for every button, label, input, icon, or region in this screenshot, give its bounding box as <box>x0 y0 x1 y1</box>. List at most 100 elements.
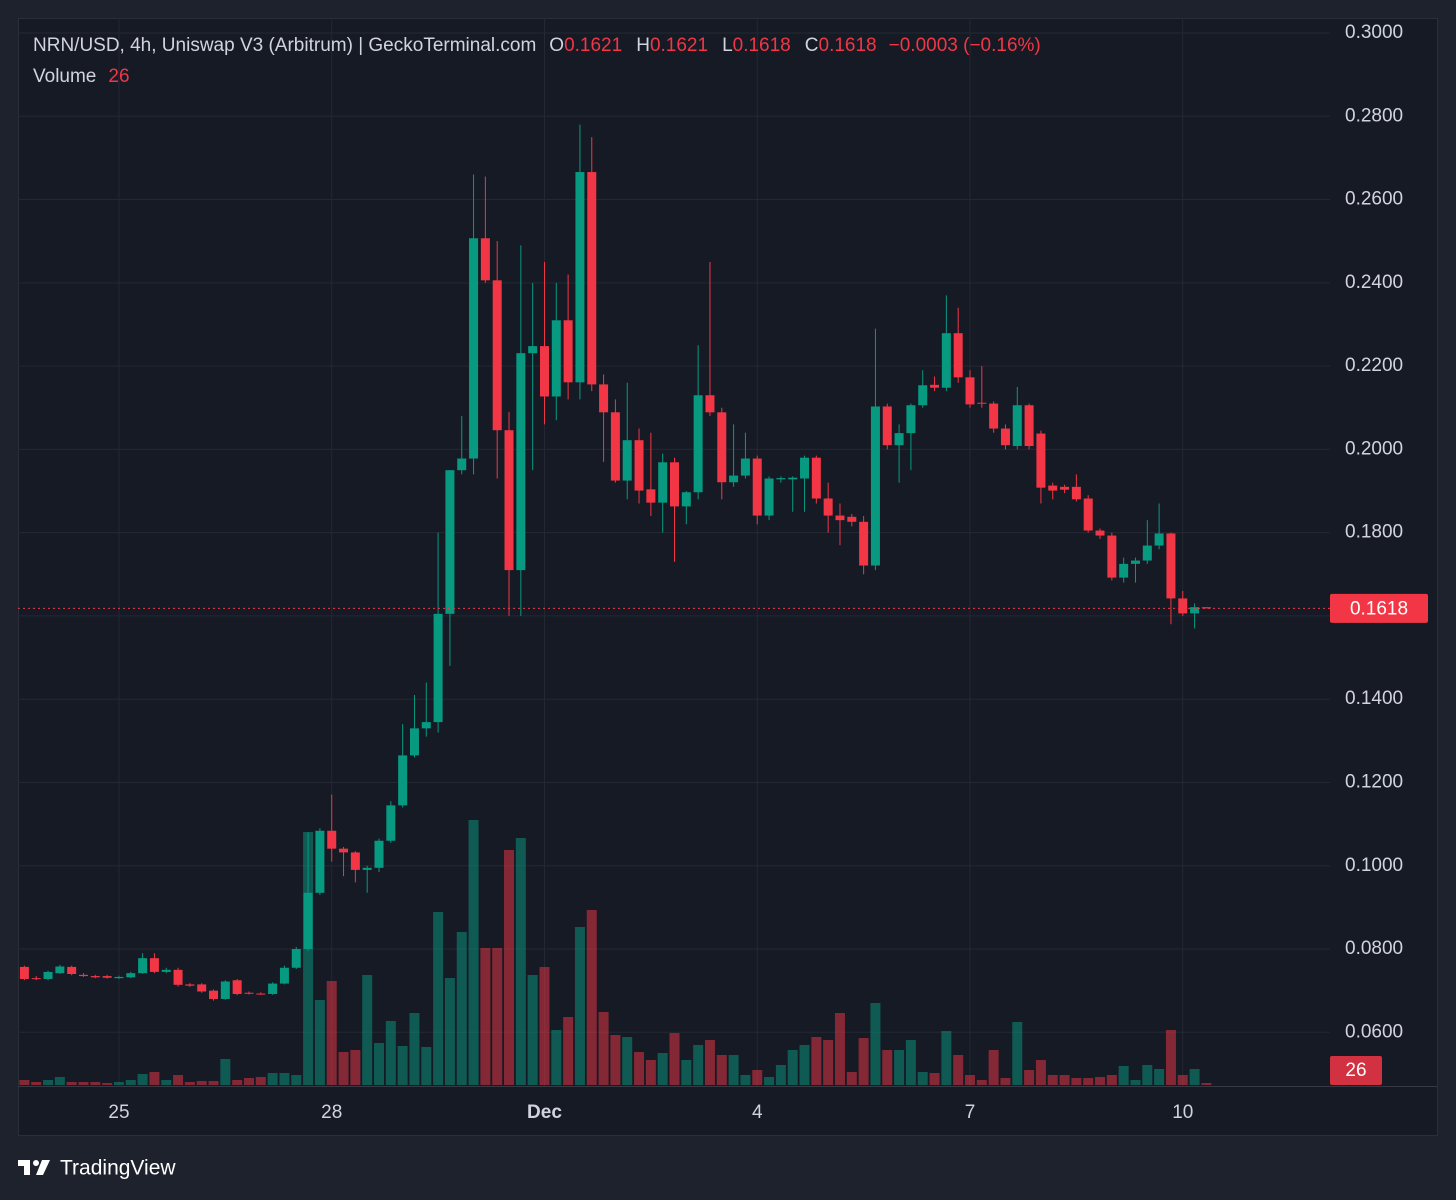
candle-body <box>339 848 349 853</box>
y-tick-label: 0.1800 <box>1345 522 1403 543</box>
candle-body <box>941 333 951 388</box>
candle-body <box>1024 405 1034 447</box>
candle-body <box>291 949 301 968</box>
candle-body <box>717 412 727 483</box>
candle-body <box>55 966 65 974</box>
candle-body <box>1190 607 1200 614</box>
x-tick-label: Dec <box>527 1102 562 1123</box>
y-tick-label: 0.2000 <box>1345 438 1403 459</box>
volume-bar <box>66 1082 77 1085</box>
candle-body <box>1130 560 1140 564</box>
volume-bar <box>196 1081 207 1085</box>
candle-body <box>587 172 597 385</box>
candle-body <box>634 440 644 491</box>
price-tag <box>1330 593 1428 623</box>
legend-label: C <box>805 35 819 56</box>
volume-bar <box>409 1013 420 1085</box>
logo <box>18 1160 50 1175</box>
volume-legend-label: Volume <box>33 66 96 87</box>
candle-body <box>539 346 549 397</box>
volume-tag-label: 26 <box>1345 1060 1366 1081</box>
volume-bar <box>657 1053 668 1085</box>
volume-bar <box>976 1080 987 1085</box>
candle-body <box>492 280 502 431</box>
candle-body <box>646 489 656 503</box>
candle-body <box>1012 405 1022 447</box>
volume-bar <box>1106 1075 1117 1085</box>
volume-bar <box>1189 1069 1200 1085</box>
volume-bar <box>314 1000 325 1085</box>
volume-bar <box>539 967 550 1085</box>
candle-body <box>303 892 313 950</box>
candle-body <box>953 333 963 378</box>
candle-body <box>279 967 289 984</box>
volume-bar <box>385 1021 396 1085</box>
volume-bar <box>811 1037 822 1085</box>
volume-bar <box>1083 1078 1094 1085</box>
candle-body <box>102 976 112 978</box>
y-tick-label: 0.2200 <box>1345 355 1403 376</box>
candle-body <box>421 722 431 729</box>
volume-bar <box>622 1037 633 1085</box>
volume-bar <box>267 1073 278 1085</box>
candle-body <box>610 412 620 481</box>
volume-bar <box>858 1038 869 1085</box>
candle-body <box>788 477 798 480</box>
volume-bar <box>704 1040 715 1085</box>
candle-body <box>882 406 892 446</box>
candle-body <box>445 470 455 614</box>
candle-body <box>409 728 419 756</box>
volume-bar <box>468 820 479 1085</box>
volume-bar <box>941 1031 952 1085</box>
volume-bar <box>1118 1066 1129 1085</box>
candle-body <box>504 430 514 571</box>
candle-body <box>90 976 100 978</box>
candle-body <box>126 973 136 978</box>
candle-body <box>658 462 668 503</box>
volume-bar <box>953 1055 964 1085</box>
candle-body <box>457 458 467 471</box>
candle-body <box>1095 530 1105 536</box>
candle-body <box>670 462 679 507</box>
candle-body <box>315 830 325 893</box>
volume-bar <box>279 1073 290 1085</box>
volume-bar <box>291 1075 302 1085</box>
candle-body <box>693 395 703 493</box>
volume-bar <box>1071 1078 1082 1085</box>
candle-body <box>847 516 857 522</box>
volume-bar <box>681 1060 692 1085</box>
candle-body <box>185 984 195 986</box>
y-tick-label: 0.1400 <box>1345 688 1403 709</box>
candle-body <box>209 990 219 999</box>
volume-bar <box>563 1017 574 1085</box>
volume-bar <box>480 948 491 1085</box>
volume-bar <box>645 1060 656 1085</box>
volume-bar <box>929 1073 940 1085</box>
volume-bar <box>374 1043 384 1085</box>
volume-bar <box>326 981 337 1085</box>
candle-body <box>1060 486 1070 490</box>
volume-bar <box>1177 1075 1188 1085</box>
brand: TradingView <box>60 1157 176 1180</box>
volume-bar <box>31 1082 42 1085</box>
candle-body <box>173 969 183 985</box>
candle-body <box>1036 433 1046 488</box>
volume-bar <box>634 1052 645 1085</box>
volume-bar <box>527 975 538 1085</box>
y-tick-label: 0.0800 <box>1345 938 1403 959</box>
volume-bar <box>551 1030 562 1085</box>
x-tick-label: 28 <box>321 1102 342 1123</box>
candle-body <box>989 403 999 429</box>
legend-value: 0.1621 <box>564 35 622 56</box>
candle-body <box>1000 428 1010 446</box>
legend-title: NRN/USD, 4h, Uniswap V3 (Arbitrum) | Gec… <box>33 35 536 56</box>
volume-bar <box>1165 1030 1176 1085</box>
volume-bar <box>1000 1078 1011 1085</box>
candle-body <box>232 980 242 994</box>
candle-body <box>220 981 230 999</box>
volume-bar <box>846 1072 857 1085</box>
volume-bar <box>1012 1022 1023 1085</box>
volume-bar <box>740 1075 751 1085</box>
volume-bar <box>220 1059 231 1085</box>
